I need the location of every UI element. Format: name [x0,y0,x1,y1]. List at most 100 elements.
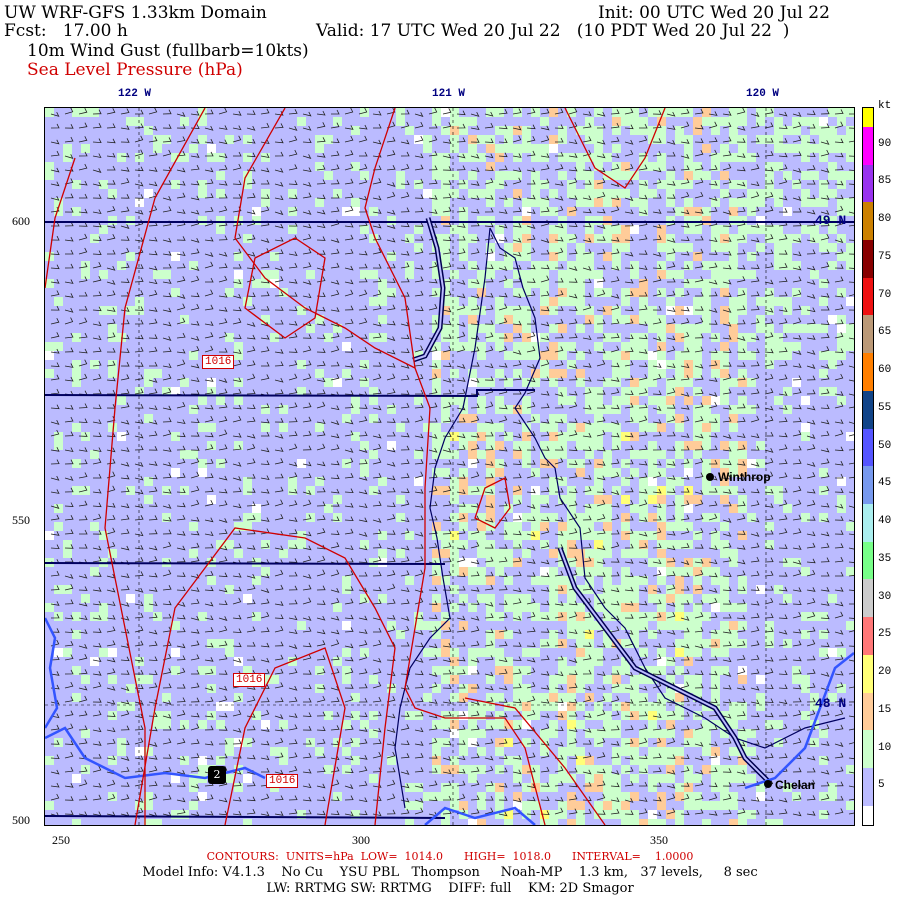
wind-barb [484,489,494,494]
wind-barb [498,345,508,353]
wind-barb [64,332,74,339]
wind-barb [316,110,326,116]
wind-barb [302,334,312,339]
wind-barb [736,530,746,535]
wind-barb [218,556,228,563]
wind-barb [232,530,242,535]
wind-barb [50,250,60,255]
gust-cell [792,180,801,189]
gust-cell [693,423,702,432]
gust-cell [198,117,207,126]
wind-barb [274,377,284,383]
gust-cell [630,711,639,720]
gust-cell [81,144,90,153]
gust-cell [513,243,522,252]
gust-cell [612,144,621,153]
gust-cell [738,738,747,747]
wind-barb [64,221,74,227]
wind-barb [638,542,648,549]
wind-barb [834,332,844,339]
gust-cell [333,189,342,198]
wind-barb [596,461,606,466]
gust-cell [819,468,828,477]
gust-cell [585,612,594,621]
wind-barb [848,533,854,536]
gust-cell [657,738,666,747]
wind-barb [176,317,186,325]
gust-cell [594,648,603,657]
wind-barb [190,336,200,341]
gust-cell [234,396,243,405]
wind-barb [764,307,774,313]
wind-barb [316,475,326,481]
wind-barb [848,127,854,129]
wind-barb [694,124,704,130]
gust-cell [648,324,657,333]
wind-barb [708,432,718,438]
gust-cell [846,135,854,144]
wind-barb [316,430,326,437]
wind-barb [470,378,480,383]
wind-barb [442,248,452,255]
wind-barb [400,724,410,731]
gust-cell [441,297,450,306]
wind-barb [737,389,746,395]
wind-barb [414,248,424,255]
gust-cell [225,648,234,657]
gust-cell [585,675,594,684]
wind-barb [736,640,746,647]
wind-barb [386,728,396,733]
wind-barb [344,656,354,662]
gust-cell [369,387,378,396]
gust-cell [486,612,495,621]
gust-cell [603,405,612,414]
wind-barb [806,709,816,717]
wind-barb [778,459,788,465]
wind-barb [582,335,592,341]
gust-cell [648,450,657,459]
wind-barb [526,209,536,214]
gust-cell [558,657,567,666]
gust-cell [216,189,225,198]
wind-barb [834,670,844,676]
gust-cell [477,531,486,540]
wind-barb [498,461,508,467]
wind-barb [498,375,508,381]
wind-barb [64,136,74,143]
wind-barb [554,430,564,437]
wind-barb [246,754,256,760]
wind-barb [162,251,172,256]
gust-cell [747,153,756,162]
wind-barb [512,515,522,521]
wind-barb [64,654,74,661]
gust-cell [657,162,666,171]
gust-cell [126,486,135,495]
wind-barb [148,430,158,437]
gust-cell [207,387,216,396]
wind-barb [708,612,718,619]
wind-barb [624,671,634,677]
gust-cell [702,171,711,180]
wind-barb [848,476,854,479]
gust-cell [459,738,468,747]
wind-barb [330,488,340,494]
gust-cell [540,450,549,459]
wind-barb [288,629,298,635]
wind-barb [680,754,690,759]
gust-cell [630,639,639,648]
gust-cell [540,369,549,378]
wind-barb [106,527,116,535]
gust-cell [261,189,270,198]
gust-cell [675,747,684,756]
wind-barb [414,112,424,117]
wind-barb [610,725,620,731]
wind-barb [92,138,102,144]
gust-cell [432,603,441,612]
wind-barb [638,517,648,522]
wind-barb [414,471,424,479]
gust-cell [513,792,522,801]
gust-cell [738,576,747,585]
wind-barb [722,348,732,353]
wind-barb [50,570,60,577]
gust-cell [450,144,459,153]
